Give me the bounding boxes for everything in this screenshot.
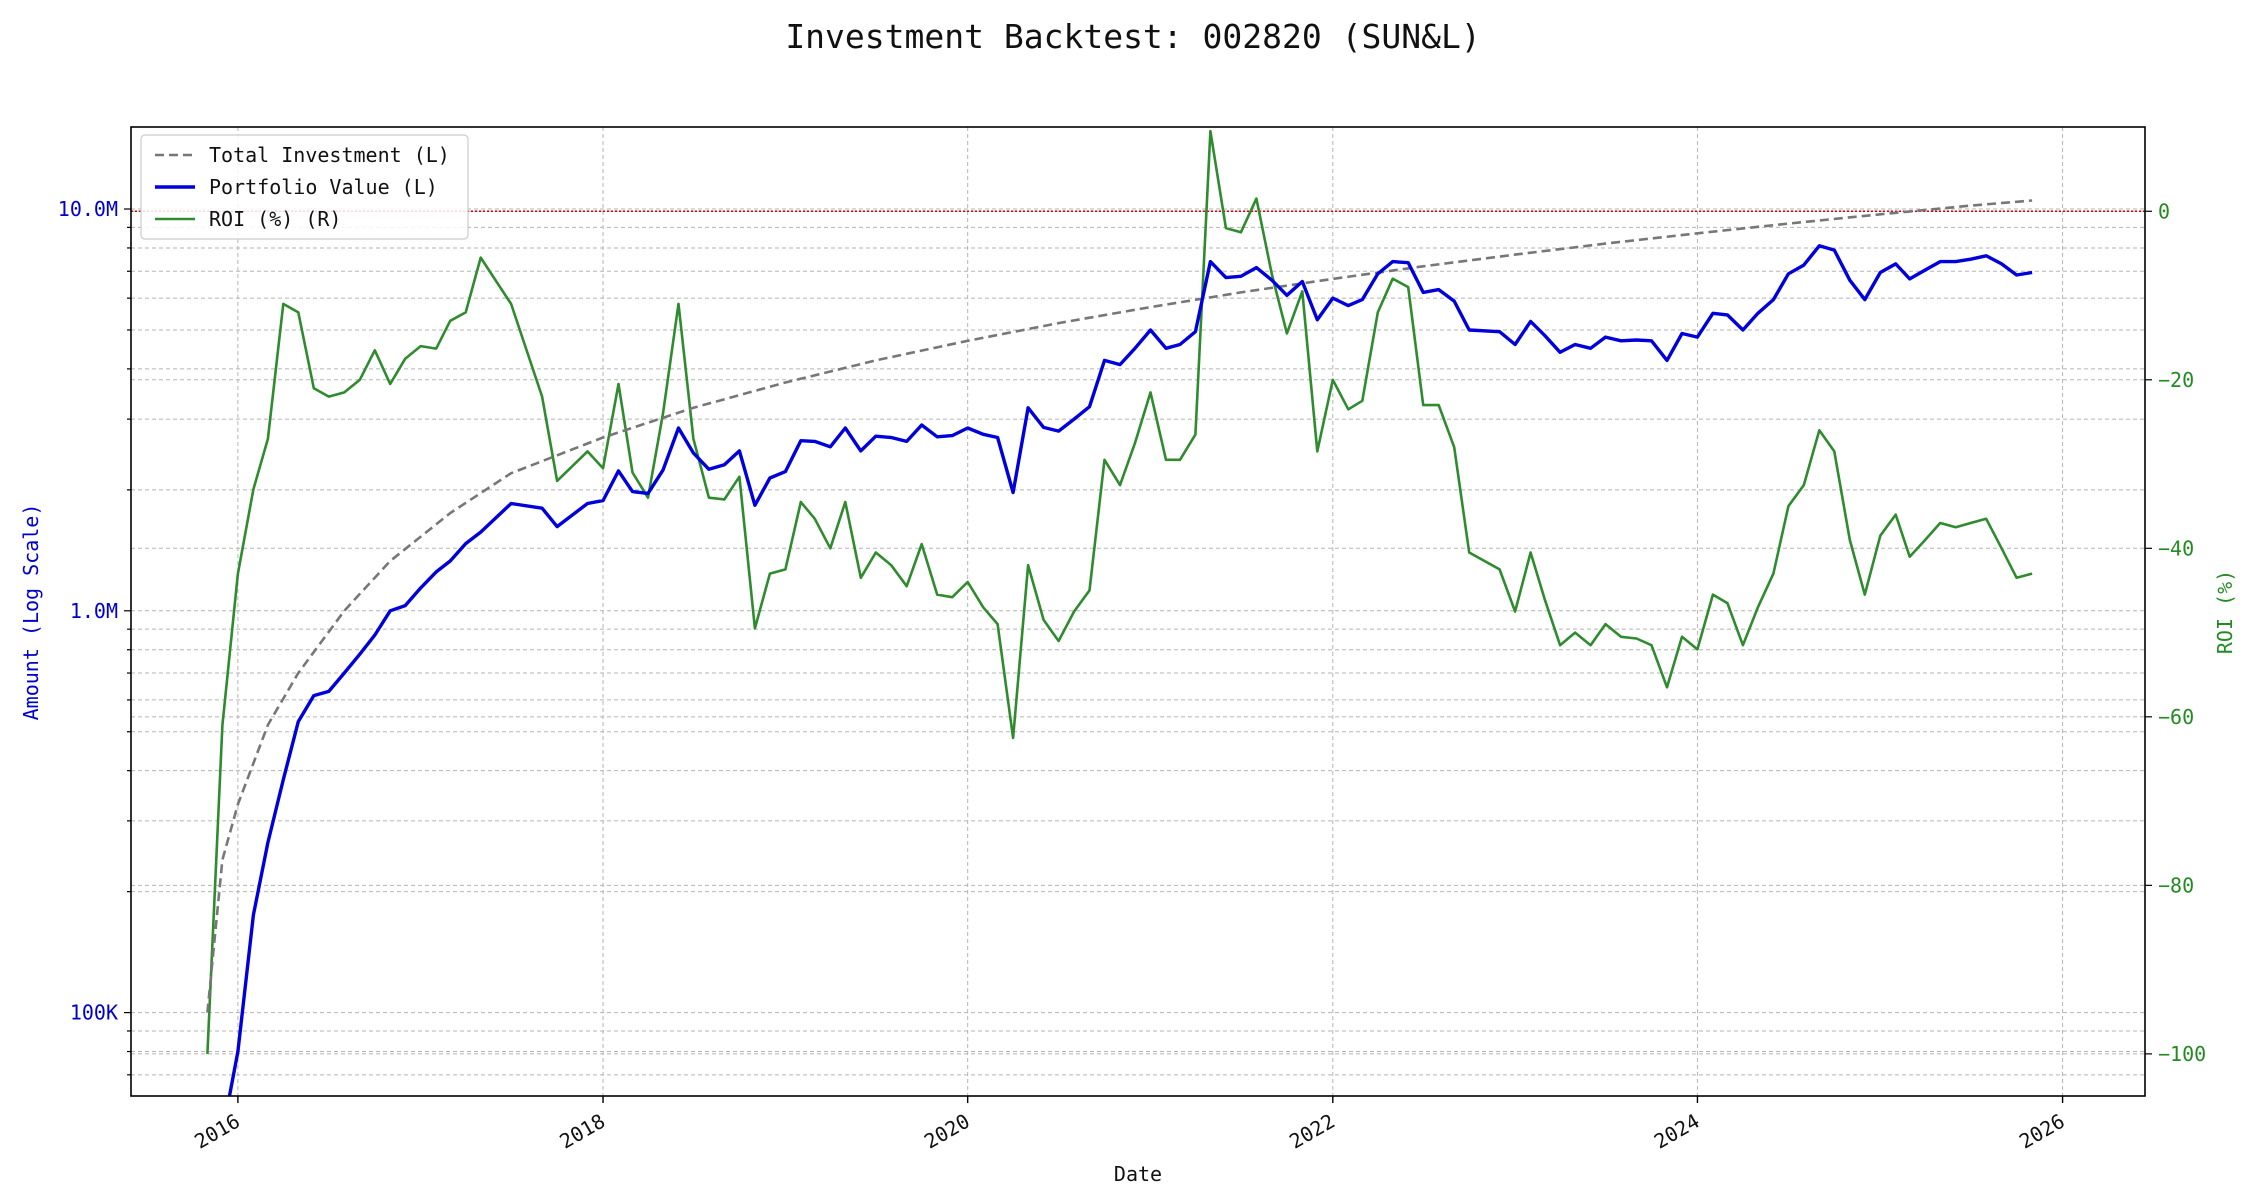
x-axis-label: Date <box>1114 1162 1162 1186</box>
portfolio-value-line <box>227 244 2033 1096</box>
y-right-tick-label: −80 <box>2158 873 2194 897</box>
legend-label-portfolio-value: Portfolio Value (L) <box>209 175 438 199</box>
legend: Total Investment (L) Portfolio Value (L) R… <box>140 134 469 240</box>
x-axis: 2016 2018 2020 2022 2024 2026 <box>190 1096 2069 1154</box>
y-right-tick-label: 0 <box>2158 199 2170 223</box>
total-investment-line <box>206 199 2033 1013</box>
y-right-tick-label: −60 <box>2158 705 2194 729</box>
y-axis-right: 0 −20 −40 −60 −80 −100 <box>2145 199 2206 1066</box>
y-right-tick-label: −20 <box>2158 368 2194 392</box>
roi-line <box>206 129 2033 1054</box>
legend-label-roi: ROI (%) (R) <box>209 207 341 231</box>
y-left-tick-label: 10.0M <box>58 197 118 221</box>
y-axis-left-label: Amount (Log Scale) <box>19 504 43 721</box>
chart-title: Investment Backtest: 002820 (SUN&L) <box>785 17 1480 56</box>
grid-lines <box>131 127 2145 1096</box>
y-axis-right-label: ROI (%) <box>2213 570 2237 654</box>
series-layer <box>206 129 2033 1096</box>
y-left-tick-label: 100K <box>70 1001 118 1025</box>
x-tick-label: 2020 <box>920 1109 974 1154</box>
x-tick-label: 2022 <box>1285 1109 1339 1154</box>
y-axis-left: 100K 1.0M 10.0M <box>58 197 131 1076</box>
legend-box <box>140 134 469 240</box>
plot-area-frame <box>130 126 2146 1097</box>
x-tick-label: 2016 <box>190 1109 244 1154</box>
y-right-tick-label: −40 <box>2158 536 2194 560</box>
y-left-tick-label: 1.0M <box>70 599 118 623</box>
x-tick-label: 2026 <box>2015 1109 2069 1154</box>
x-tick-label: 2018 <box>555 1109 609 1154</box>
y-right-tick-label: −100 <box>2158 1042 2206 1066</box>
legend-label-total-investment: Total Investment (L) <box>209 143 450 167</box>
x-tick-label: 2024 <box>1650 1109 1704 1154</box>
